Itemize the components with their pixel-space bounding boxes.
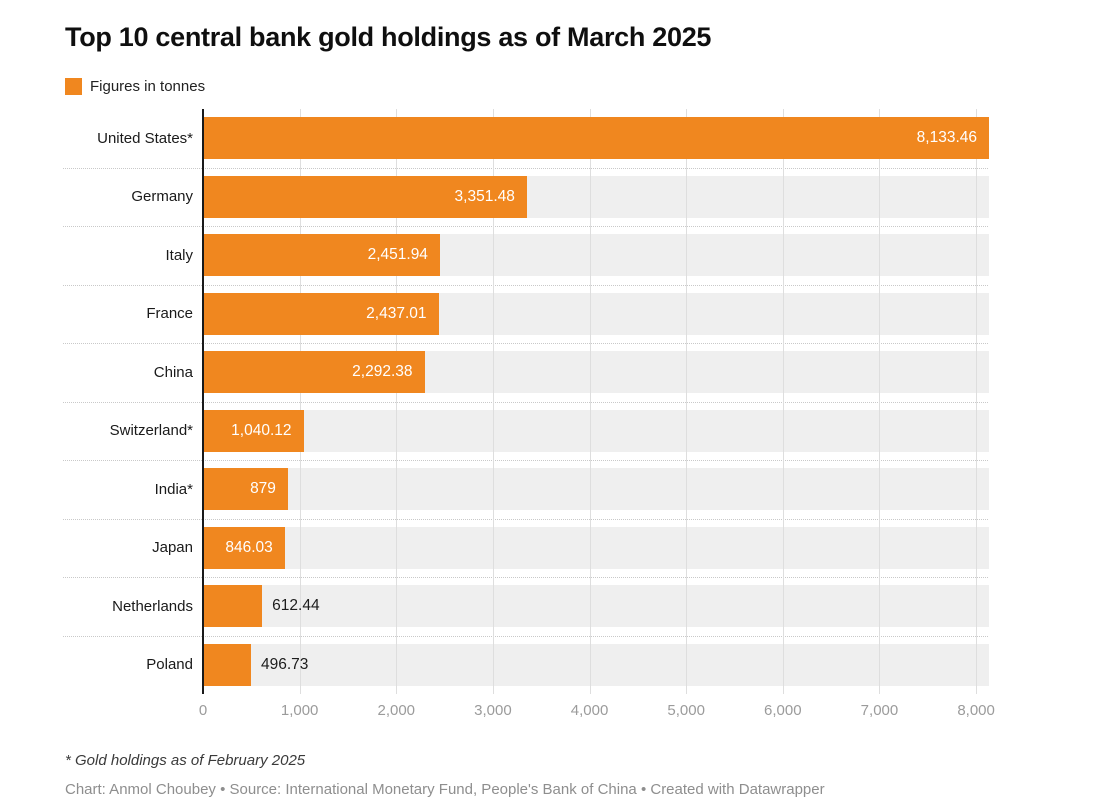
x-tick-label: 0 <box>198 702 208 719</box>
x-tick-label: 4,000 <box>570 702 609 719</box>
value-label: 2,451.94 <box>367 246 428 264</box>
bar-row: Japan 846.03 <box>65 519 1043 578</box>
row-separator <box>63 460 988 461</box>
bar <box>203 585 263 628</box>
row-separator <box>63 518 988 520</box>
value-label: 3,351.48 <box>454 187 515 205</box>
gridline <box>782 109 784 694</box>
gridline <box>492 109 494 694</box>
bar-track: 1,040.12 <box>203 409 1043 452</box>
gridline <box>589 109 591 694</box>
category-label: United States* <box>97 129 193 147</box>
value-label: 2,292.38 <box>352 363 413 381</box>
legend-swatch-icon <box>65 77 82 95</box>
bar-row: United States* 8,133.46 <box>65 109 1043 168</box>
row-separator <box>63 635 988 637</box>
bar-track: 3,351.48 <box>203 175 1043 218</box>
bar: 879 <box>203 468 288 511</box>
category-label: India* <box>154 480 193 498</box>
category-label: Italy <box>165 246 193 264</box>
bar: 2,437.01 <box>203 292 439 335</box>
row-separator <box>63 284 988 286</box>
x-tick-label: 6,000 <box>764 702 802 719</box>
gridline <box>686 109 688 694</box>
value-label: 8,133.46 <box>916 129 977 147</box>
bar: 1,040.12 <box>203 409 304 452</box>
x-tick-label: 8,000 <box>957 702 995 719</box>
category-label: Japan <box>152 539 193 557</box>
x-axis: 0 1,000 2,000 3,000 4,000 5,000 6,000 7,000 8,00… <box>65 702 1043 722</box>
track-background <box>203 643 989 686</box>
bar-row: China 2,292.38 <box>65 343 1043 402</box>
row-separator <box>63 577 988 578</box>
value-label: 612.44 <box>272 597 320 615</box>
x-tick-label: 5,000 <box>667 702 705 719</box>
row-separator <box>63 343 988 344</box>
track-background <box>203 409 989 452</box>
x-tick-label: 1,000 <box>280 702 319 719</box>
track-background <box>203 526 989 569</box>
category-label: France <box>146 305 193 323</box>
value-label: 2,437.01 <box>366 304 427 322</box>
attribution: Chart: Anmol Choubey • Source: Internati… <box>65 781 825 798</box>
bar-track: 496.73 <box>203 643 1043 686</box>
bar-row: France 2,437.01 <box>65 285 1043 344</box>
bar: 8,133.46 <box>203 117 989 160</box>
row-separator <box>63 226 988 227</box>
value-label: 879 <box>250 480 276 498</box>
bar-row: Netherlands 612.44 <box>65 577 1043 636</box>
plot-area: United States* 8,133.46 Germany 3,351.48 Ita… <box>63 109 1043 695</box>
bar-row: Poland 496.73 <box>65 636 1043 695</box>
x-tick-label: 7,000 <box>860 702 899 719</box>
track-background <box>203 585 989 628</box>
bar-track: 2,437.01 <box>203 292 1043 335</box>
bar-row: Italy 2,451.94 <box>65 226 1043 285</box>
bar-track: 846.03 <box>203 526 1043 569</box>
bar-row: Germany 3,351.48 <box>65 168 1043 227</box>
bar-row: Switzerland* 1,040.12 <box>65 402 1043 461</box>
category-label: China <box>153 363 193 381</box>
row-separator <box>63 401 988 403</box>
bar-track: 8,133.46 <box>203 117 1043 160</box>
bar: 2,451.94 <box>203 234 440 277</box>
bar: 2,292.38 <box>203 351 425 394</box>
x-tick-label: 3,000 <box>474 702 512 719</box>
bar-track: 879 <box>203 468 1043 511</box>
bar <box>203 643 251 686</box>
category-label: Germany <box>131 188 193 206</box>
bar: 846.03 <box>203 526 285 569</box>
x-tick-label: 2,000 <box>377 702 416 719</box>
gridline <box>396 109 398 694</box>
gridline <box>879 109 881 694</box>
category-label: Netherlands <box>112 597 193 615</box>
value-label: 1,040.12 <box>231 421 292 439</box>
bar-track: 2,292.38 <box>203 351 1043 394</box>
bar: 3,351.48 <box>203 175 527 218</box>
category-label: Switzerland* <box>109 422 193 440</box>
row-separator <box>63 167 988 169</box>
legend-label: Figures in tonnes <box>90 77 206 95</box>
track-background <box>203 468 989 511</box>
bar-track: 2,451.94 <box>203 234 1043 277</box>
legend: Figures in tonnes <box>65 77 1043 95</box>
gridline <box>976 109 978 694</box>
value-label: 846.03 <box>225 538 273 556</box>
footnote: * Gold holdings as of February 2025 <box>65 752 306 769</box>
chart-title: Top 10 central bank gold holdings as of … <box>65 22 712 52</box>
gridline <box>299 109 301 694</box>
value-label: 496.73 <box>261 655 309 673</box>
bar-track: 612.44 <box>203 585 1043 628</box>
bar-chart: United States* 8,133.46 Germany 3,351.48 Ita… <box>63 109 1043 722</box>
y-axis-line <box>202 109 204 694</box>
category-label: Poland <box>146 656 193 674</box>
bar-row: India* 879 <box>65 460 1043 519</box>
